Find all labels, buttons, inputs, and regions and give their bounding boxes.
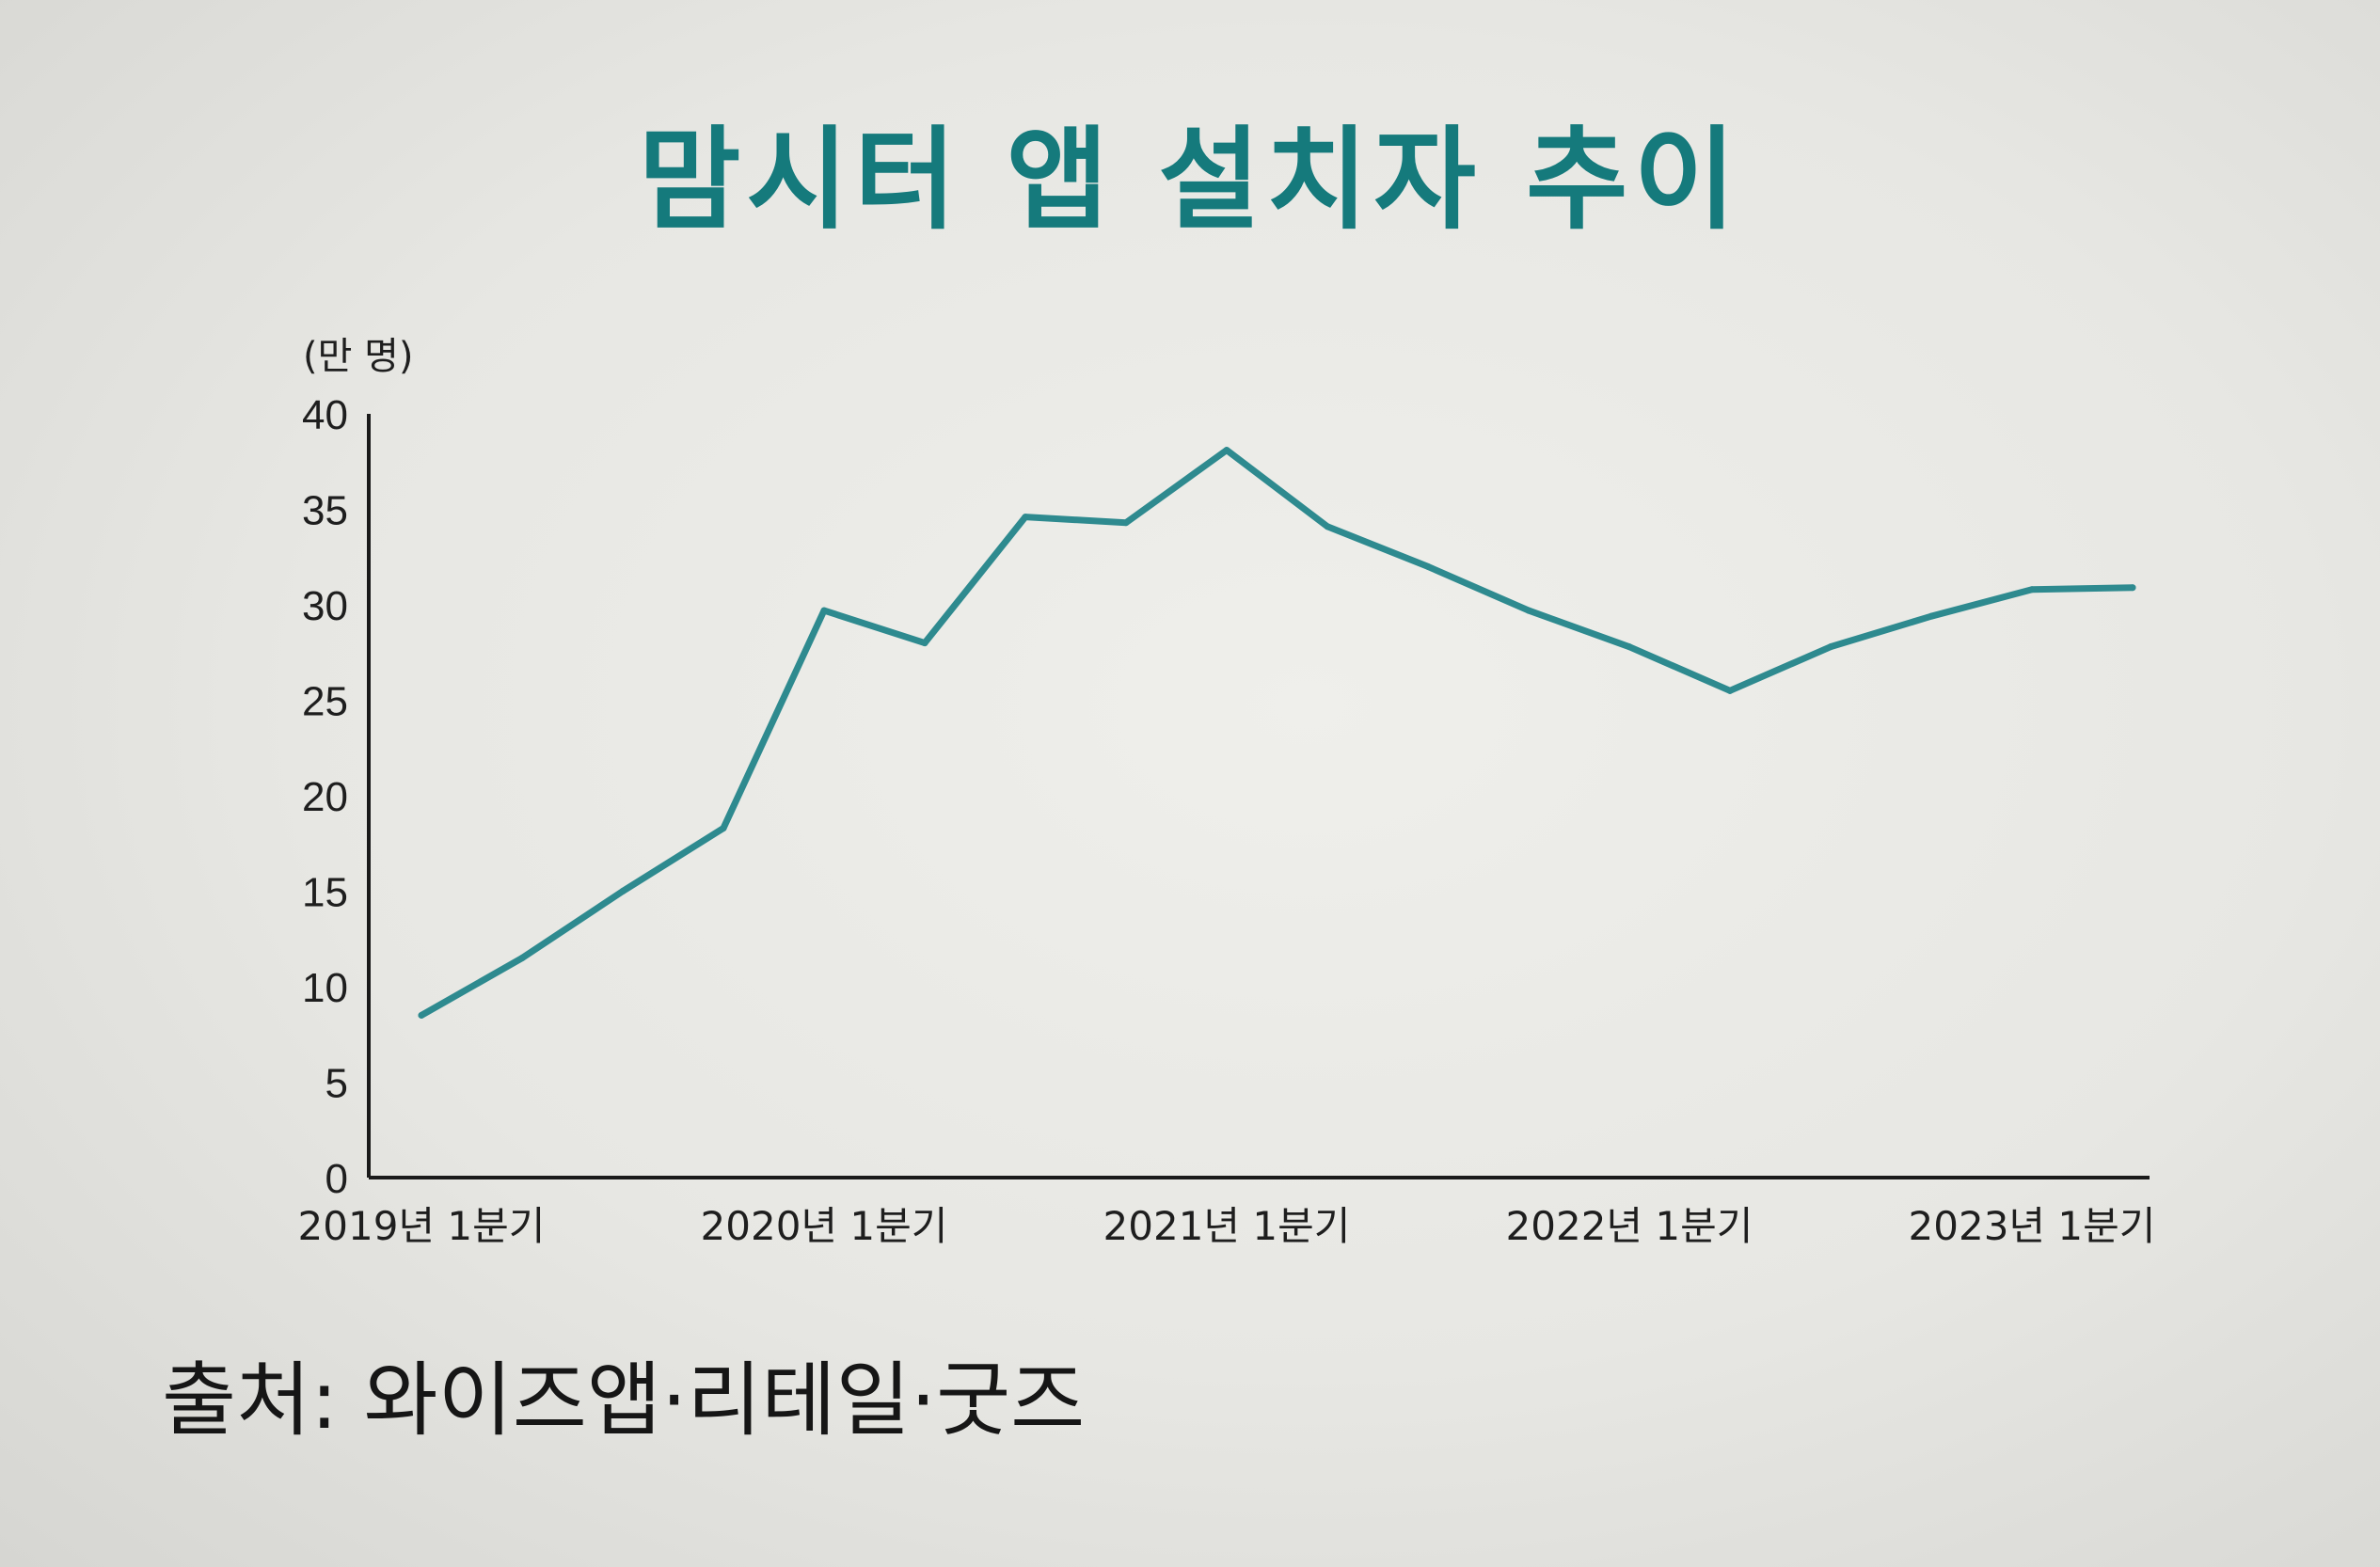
data-point	[1726, 687, 1734, 694]
y-tick-label: 40	[302, 392, 348, 438]
x-tick-label: 2019년 1분기	[298, 1203, 546, 1249]
data-point	[1324, 523, 1331, 530]
chart-title: 맘시터 앱 설치자 추이	[638, 115, 1742, 245]
y-tick-label: 25	[302, 679, 348, 725]
data-point	[1928, 612, 1935, 620]
y-axis-ticks: 0 5 10 15 20 25 30 35 40	[302, 392, 348, 1202]
data-point	[2129, 584, 2136, 592]
data-point	[1122, 519, 1130, 527]
data-point	[418, 1011, 425, 1019]
x-axis-ticks: 2019년 1분기 2020년 1분기 2021년 1분기 2022년 1분기 2023…	[298, 1203, 2156, 1249]
x-tick-label: 2022년 1분기	[1506, 1203, 1753, 1249]
x-tick-label: 2020년 1분기	[701, 1203, 948, 1249]
data-point	[720, 825, 727, 832]
y-axis-unit-label: (만 명)	[303, 335, 414, 378]
y-tick-label: 5	[325, 1061, 348, 1107]
series-group	[418, 447, 2136, 1019]
series-line	[418, 447, 2136, 1019]
data-point	[820, 607, 828, 614]
y-tick-label: 20	[302, 774, 348, 820]
data-point	[2028, 586, 2036, 594]
data-point	[1525, 607, 1532, 614]
x-tick-label: 2021년 1분기	[1103, 1203, 1351, 1249]
x-tick-label: 2023년 1분기	[1909, 1203, 2156, 1249]
y-tick-label: 35	[302, 488, 348, 534]
y-tick-label: 30	[302, 583, 348, 629]
data-point	[518, 955, 526, 962]
y-tick-label: 10	[302, 965, 348, 1011]
y-tick-label: 15	[302, 870, 348, 916]
data-point	[1827, 643, 1834, 651]
y-tick-label: 0	[325, 1156, 348, 1202]
data-point	[1626, 643, 1633, 651]
data-point	[1223, 447, 1230, 454]
data-point	[619, 888, 627, 894]
data-point	[1424, 562, 1432, 570]
data-point	[921, 640, 928, 647]
data-point	[1022, 514, 1029, 521]
source-note: 출처: 와이즈앱·리테일·굿즈	[162, 1353, 1086, 1448]
